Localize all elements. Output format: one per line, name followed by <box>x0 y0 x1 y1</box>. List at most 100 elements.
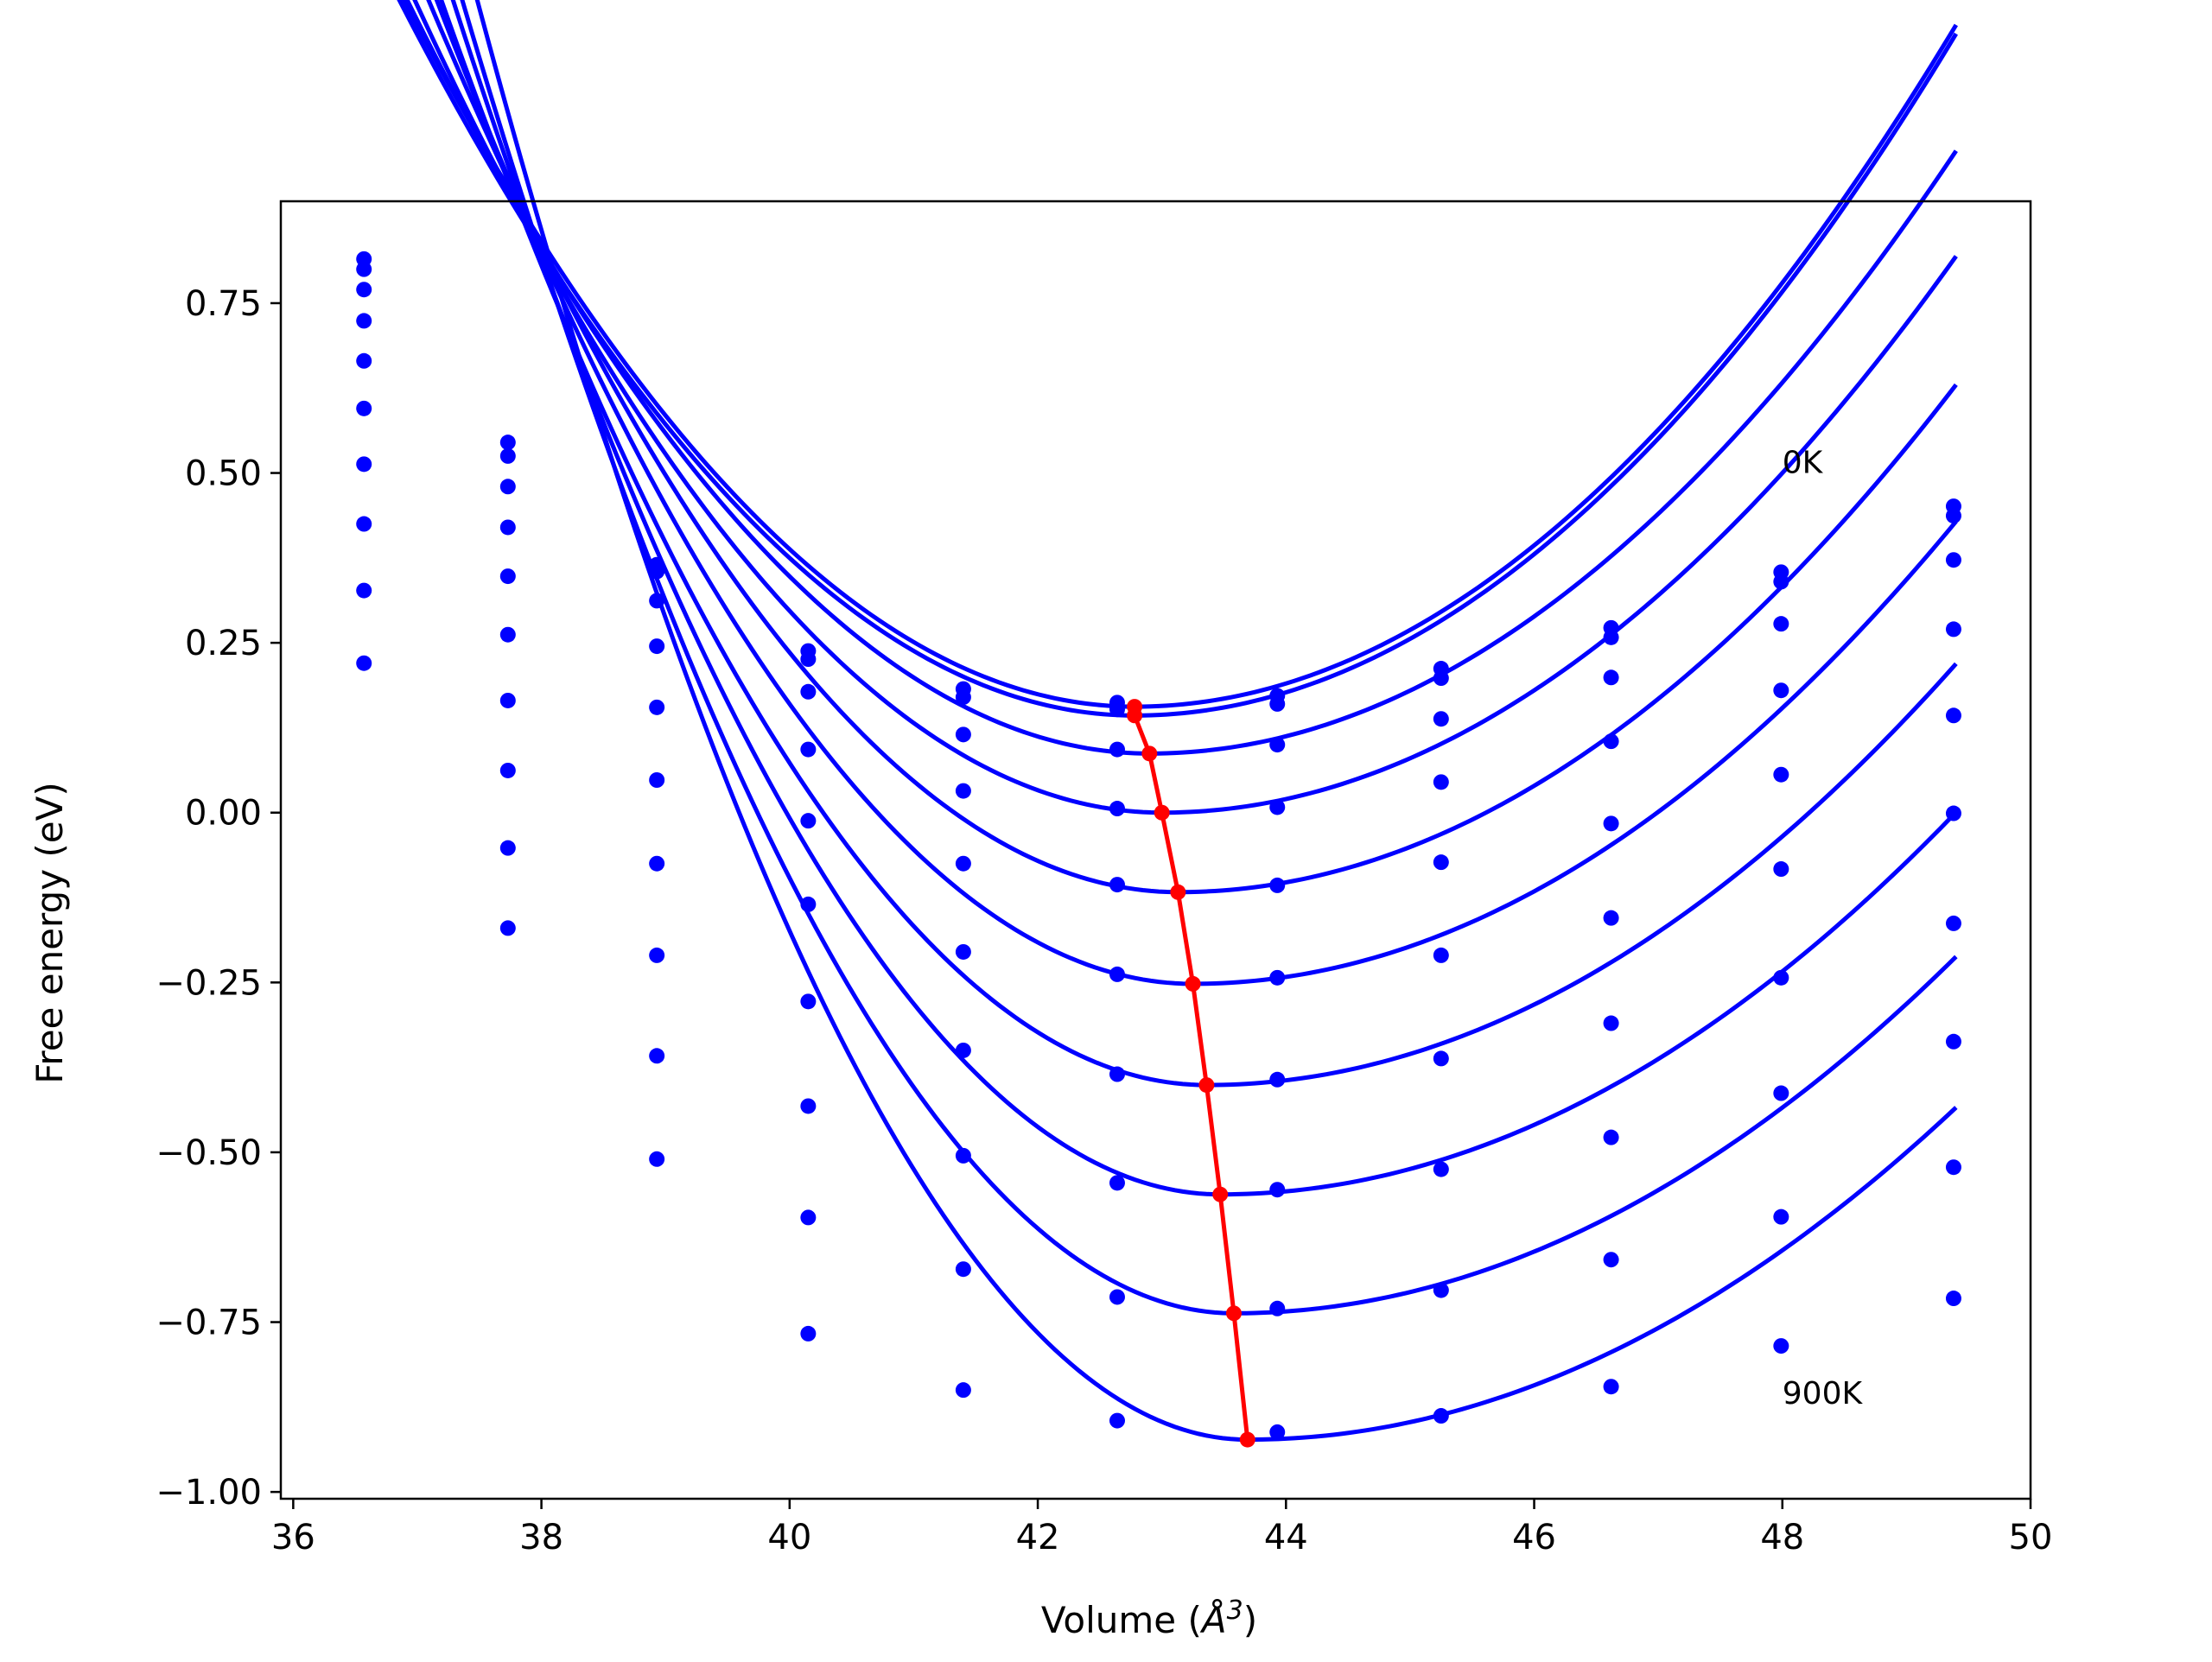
series-3-point-1 <box>499 519 516 536</box>
series-5-point-4 <box>955 943 971 960</box>
series-7-fit-line <box>450 0 1958 1197</box>
series-7-point-6 <box>1269 1182 1286 1198</box>
series-1-fit-line <box>397 0 1958 718</box>
x-tick-label-48: 48 <box>1760 1518 1804 1557</box>
series-5-point-2 <box>649 772 665 789</box>
series-9-fit-line <box>474 0 1958 1443</box>
series-6-point-3 <box>800 993 817 1010</box>
x-tick-label-50: 50 <box>2009 1518 2053 1557</box>
series-7-point-10 <box>1945 1033 1961 1050</box>
series-3-point-3 <box>800 741 817 758</box>
series-8-point-3 <box>800 1209 817 1226</box>
series-0-point-1 <box>499 435 516 451</box>
x-tick-label-46: 46 <box>1512 1518 1556 1557</box>
series-7-point-5 <box>1109 1175 1125 1191</box>
series-4-point-4 <box>955 855 971 872</box>
series-2-point-6 <box>1269 737 1286 753</box>
series-6-point-6 <box>1269 1071 1286 1088</box>
series-4-point-0 <box>356 352 372 369</box>
x-tick-label-36: 36 <box>271 1518 315 1557</box>
x-tick-label-38: 38 <box>519 1518 563 1557</box>
series-4-point-5 <box>1109 877 1125 893</box>
y-tick-label-4: 0.00 <box>185 794 262 834</box>
y-axis-ticks: −1.00 −0.75 −0.50 −0.25 0.00 0.25 0.50 0.75 <box>156 284 281 1513</box>
series-6-fit-line <box>439 0 1958 1088</box>
minimum-point-1 <box>1127 707 1143 724</box>
series-7-point-1 <box>499 762 516 778</box>
series-6-point-10 <box>1945 915 1961 931</box>
y-tick-label-7: 0.75 <box>185 284 262 324</box>
minimum-line <box>1132 707 1250 1440</box>
series-2-point-10 <box>1945 552 1961 568</box>
y-axis-label: Free energy (eV) <box>29 782 71 1084</box>
series-2-point-7 <box>1433 711 1449 727</box>
series-8-point-9 <box>1773 1208 1789 1225</box>
minimum-point-9 <box>1239 1431 1255 1448</box>
y-tick-label-5: 0.25 <box>185 624 262 663</box>
minimum-point-2 <box>1141 745 1158 762</box>
series-8-point-1 <box>499 840 516 856</box>
x-axis-ticks: 36 38 40 42 44 46 48 50 <box>271 1499 2053 1557</box>
series-5-point-9 <box>1773 861 1789 878</box>
series-3-point-0 <box>356 313 372 329</box>
series-8-point-6 <box>1269 1300 1286 1316</box>
series-9-point-10 <box>1945 1291 1961 1307</box>
series-9-point-2 <box>649 1151 665 1167</box>
minimum-point-6 <box>1198 1077 1215 1094</box>
series-1-point-4 <box>955 689 971 706</box>
series-2-point-1 <box>499 479 516 495</box>
y-tick-label-6: 0.50 <box>185 454 262 494</box>
series-9-point-1 <box>499 920 516 936</box>
x-axis-label: Volume (Å3) <box>1041 1595 1257 1641</box>
series-4-point-1 <box>499 568 516 585</box>
series-2-point-5 <box>1109 741 1125 758</box>
series-2-point-9 <box>1773 616 1789 632</box>
series-9-point-3 <box>800 1325 817 1342</box>
series-2-point-3 <box>800 683 817 700</box>
series-6-point-5 <box>1109 1066 1125 1082</box>
minimum-point-3 <box>1154 804 1170 821</box>
series-3-point-6 <box>1269 799 1286 815</box>
series-3-point-5 <box>1109 801 1125 817</box>
minimum-point-5 <box>1185 975 1201 992</box>
series-9-point-7 <box>1433 1408 1449 1424</box>
series-4-point-9 <box>1773 766 1789 783</box>
annotation-1: 900K <box>1783 1376 1864 1411</box>
series-7-point-7 <box>1433 1161 1449 1177</box>
series-8-point-5 <box>1109 1289 1125 1305</box>
series-9-point-0 <box>356 655 372 671</box>
series-3-point-10 <box>1945 621 1961 638</box>
series-9-point-5 <box>1109 1412 1125 1429</box>
annotation-layer: 0K 900K <box>1783 446 1864 1411</box>
x-tick-label-40: 40 <box>767 1518 811 1557</box>
plot-frame <box>279 200 2032 1500</box>
series-6-point-8 <box>1603 1015 1619 1031</box>
series-0-fit-line <box>401 0 1958 709</box>
series-9-point-8 <box>1603 1379 1619 1395</box>
series-7-point-9 <box>1773 1085 1789 1101</box>
series-4-point-2 <box>649 699 665 715</box>
series-1-point-1 <box>499 447 516 464</box>
series-6-point-0 <box>356 456 372 473</box>
y-tick-label-2: −0.50 <box>156 1133 262 1173</box>
series-6-point-1 <box>499 692 516 708</box>
series-8-point-10 <box>1945 1159 1961 1176</box>
series-9-point-9 <box>1773 1338 1789 1354</box>
series-8-point-0 <box>356 582 372 599</box>
series-5-point-7 <box>1433 947 1449 963</box>
y-tick-label-3: −0.25 <box>156 963 262 1003</box>
series-6-point-2 <box>649 855 665 872</box>
series-5-fit-line <box>434 0 1958 986</box>
series-5-point-1 <box>499 626 516 643</box>
series-5-point-6 <box>1269 969 1286 986</box>
series-7-point-8 <box>1603 1129 1619 1145</box>
series-3-point-9 <box>1773 682 1789 699</box>
series-4-point-3 <box>800 813 817 829</box>
series-1-point-3 <box>800 651 817 668</box>
series-4-fit-line <box>426 0 1958 895</box>
series-5-point-0 <box>356 400 372 416</box>
series-4-point-10 <box>1945 707 1961 724</box>
series-6-point-7 <box>1433 1050 1449 1067</box>
